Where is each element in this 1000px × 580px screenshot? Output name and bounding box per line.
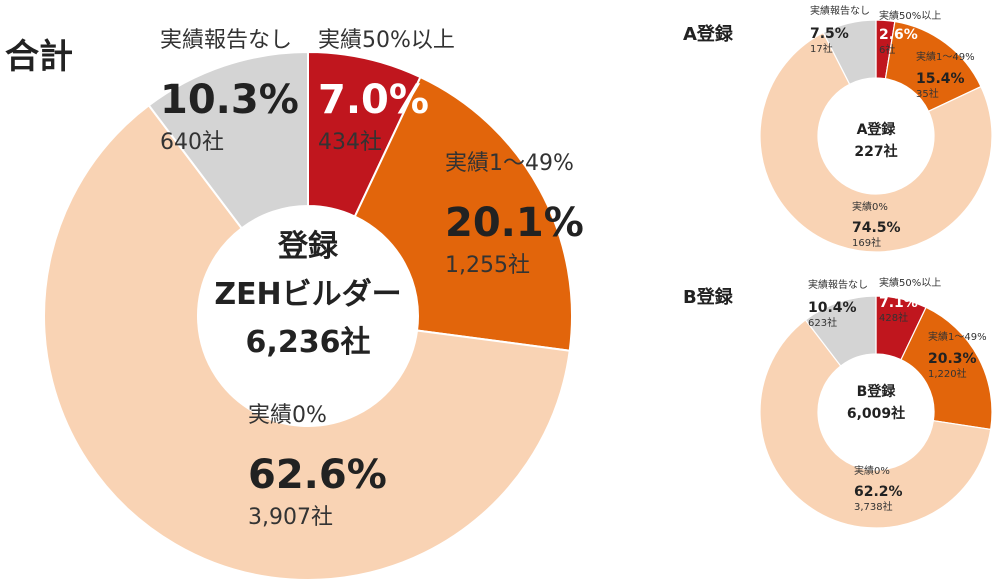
slice-percent-label-0-1: 20.1% bbox=[445, 200, 584, 246]
slice-percent-label-0-0: 7.0% bbox=[318, 77, 429, 123]
slice-category-label-0-0: 実績50%以上 bbox=[318, 28, 455, 53]
donut-slice-0-2 bbox=[43, 103, 571, 580]
donut-center-label-2-1: 6,009社 bbox=[847, 405, 905, 422]
section-title-0: 合計 bbox=[5, 37, 73, 77]
donut-center-label-0-0: 登録 bbox=[277, 229, 339, 264]
slice-count-label-1-0: 6社 bbox=[879, 43, 895, 56]
slice-count-label-2-2: 3,738社 bbox=[854, 500, 893, 513]
slice-percent-label-0-3: 10.3% bbox=[160, 77, 299, 123]
slice-percent-label-1-2: 74.5% bbox=[852, 220, 901, 236]
slice-count-label-2-0: 428社 bbox=[879, 311, 908, 324]
slice-count-label-0-1: 1,255社 bbox=[445, 253, 530, 278]
donut-center-label-1-1: 227社 bbox=[854, 143, 897, 160]
donut-slice-1-2 bbox=[759, 31, 993, 253]
slice-count-label-2-1: 1,220社 bbox=[928, 367, 967, 380]
slice-category-label-1-0: 実績50%以上 bbox=[879, 9, 941, 22]
slice-category-label-2-3: 実績報告なし bbox=[808, 278, 868, 291]
slice-percent-label-2-2: 62.2% bbox=[854, 484, 903, 500]
donut-slice-2-2 bbox=[759, 319, 992, 529]
donut-center-label-0-1: ZEHビルダー bbox=[214, 277, 401, 312]
slice-category-label-2-2: 実績0% bbox=[854, 464, 890, 477]
donut-center-label-1-0: A登録 bbox=[857, 121, 897, 138]
donut-chart-2 bbox=[759, 295, 993, 529]
slice-category-label-0-2: 実績0% bbox=[248, 403, 327, 428]
slice-percent-label-2-1: 20.3% bbox=[928, 351, 977, 367]
donut-chart-1 bbox=[759, 19, 993, 253]
donut-slice-0-1 bbox=[353, 75, 573, 352]
slice-category-label-2-1: 実績1～49% bbox=[928, 330, 987, 343]
section-title-2: B登録 bbox=[683, 286, 734, 308]
slice-count-label-1-1: 35社 bbox=[916, 87, 939, 100]
slice-count-label-1-2: 169社 bbox=[852, 236, 881, 249]
slice-percent-label-0-2: 62.6% bbox=[248, 452, 387, 498]
slice-category-label-1-2: 実績0% bbox=[852, 200, 888, 213]
slice-count-label-0-0: 434社 bbox=[318, 130, 382, 155]
slice-percent-label-1-3: 7.5% bbox=[810, 26, 849, 42]
slice-count-label-0-3: 640社 bbox=[160, 130, 224, 155]
slice-category-label-2-0: 実績50%以上 bbox=[879, 276, 941, 289]
slice-category-label-1-1: 実績1～49% bbox=[916, 50, 975, 63]
donut-slice-0-3 bbox=[147, 50, 309, 230]
donut-center-label-2-0: B登録 bbox=[857, 383, 897, 400]
slice-category-label-0-1: 実績1～49% bbox=[445, 151, 574, 176]
donut-center-label-0-2: 6,236社 bbox=[246, 325, 371, 360]
donut-slice-2-3 bbox=[804, 295, 877, 367]
slice-percent-label-1-1: 15.4% bbox=[916, 71, 965, 87]
slice-category-label-1-3: 実績報告なし bbox=[810, 4, 870, 17]
donut-chart-0 bbox=[43, 50, 573, 580]
slice-count-label-0-2: 3,907社 bbox=[248, 505, 333, 530]
donut-slice-2-1 bbox=[900, 306, 993, 431]
slice-count-label-2-3: 623社 bbox=[808, 316, 837, 329]
slice-count-label-1-3: 17社 bbox=[810, 42, 833, 55]
slice-percent-label-1-0: 2.6% bbox=[879, 27, 918, 43]
donut-slice-1-3 bbox=[822, 19, 877, 86]
slice-percent-label-2-0: 7.1% bbox=[879, 295, 918, 311]
slice-category-label-0-3: 実績報告なし bbox=[160, 28, 292, 53]
slice-percent-label-2-3: 10.4% bbox=[808, 300, 857, 316]
section-title-1: A登録 bbox=[683, 23, 734, 45]
